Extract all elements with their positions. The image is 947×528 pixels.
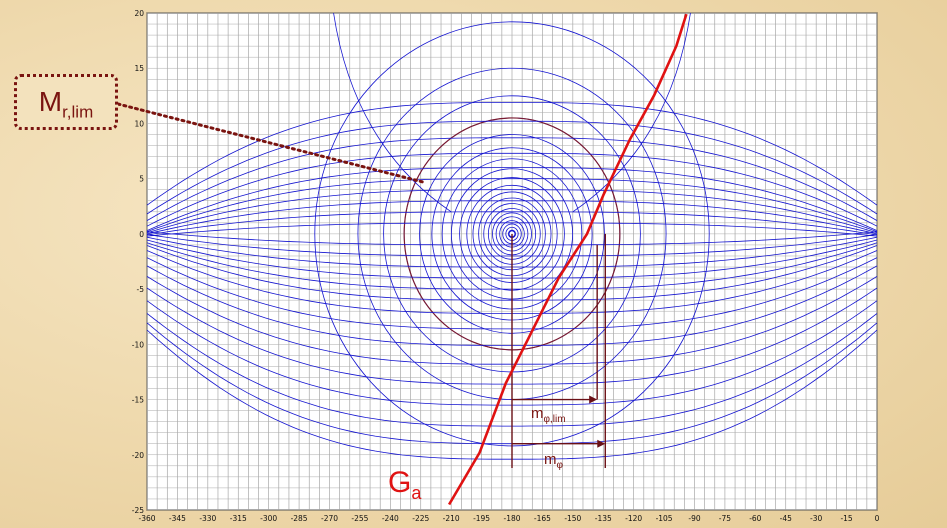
x-tick-label: -105 — [656, 514, 673, 523]
x-tick-label: -150 — [564, 514, 581, 523]
y-tick-label: 0 — [139, 230, 144, 239]
x-tick-label: -120 — [625, 514, 642, 523]
x-tick-label: -360 — [138, 514, 155, 523]
m-phi-label: mφ — [544, 451, 564, 471]
limit-markers — [116, 102, 606, 469]
y-tick-label: -5 — [137, 285, 145, 294]
x-tick-label: -60 — [749, 514, 761, 523]
y-tick-label: -20 — [132, 451, 144, 460]
phase-contour — [146, 120, 878, 215]
x-tick-label: -285 — [291, 514, 308, 523]
x-tick-label: -345 — [169, 514, 186, 523]
m-phi-arrowhead — [597, 439, 606, 448]
phase-contour — [146, 222, 878, 237]
y-tick-label: -25 — [132, 506, 144, 515]
phase-contour — [146, 200, 878, 235]
x-tick-label: -30 — [810, 514, 822, 523]
phase-contour — [146, 211, 878, 236]
x-tick-label: -15 — [840, 514, 852, 523]
y-tick-label: -15 — [132, 396, 144, 405]
m-phi-lim-label: mφ,lim — [531, 405, 566, 425]
x-tick-label: -135 — [595, 514, 612, 523]
y-tick-label: 15 — [134, 64, 144, 73]
x-tick-label: -45 — [780, 514, 792, 523]
ga-line — [447, 13, 688, 506]
phase-contour — [146, 102, 878, 206]
x-tick-label: -315 — [230, 514, 247, 523]
m-phi-lim-arrowhead — [589, 395, 598, 404]
x-tick-label: -75 — [719, 514, 731, 523]
x-tick-label: -90 — [688, 514, 700, 523]
m-phi-labels: mφ,lim mφ — [531, 405, 566, 471]
phase-contour — [146, 189, 878, 234]
mr-lim-callout: Mr,lim — [14, 74, 118, 130]
x-tick-label: -195 — [473, 514, 490, 523]
constant-phase-contours — [146, 12, 878, 460]
x-tick-label: 0 — [875, 514, 880, 523]
phase-contour — [572, 12, 691, 213]
y-tick-label: 10 — [134, 119, 144, 128]
y-tick-label: 20 — [134, 9, 144, 18]
ga-curve — [447, 13, 688, 506]
x-tick-label: -180 — [503, 514, 520, 523]
x-tick-label: -270 — [321, 514, 338, 523]
phase-contour — [333, 12, 452, 213]
x-tick-label: -240 — [382, 514, 399, 523]
mr-lim-leader — [116, 102, 425, 184]
x-tick-label: -330 — [199, 514, 216, 523]
phase-contour — [146, 152, 878, 227]
y-tick-label: -10 — [132, 340, 144, 349]
y-axis-ticks: 20 15 10 5 0 -5 -10 -15 -20 -25 — [132, 9, 144, 515]
x-tick-label: -255 — [351, 514, 368, 523]
y-tick-label: 5 — [139, 175, 144, 184]
x-tick-label: -300 — [260, 514, 277, 523]
x-axis-ticks: -360 -345 -330 -315 -300 -285 -270 -255 -240 -225… — [138, 514, 879, 523]
phase-contour — [146, 137, 878, 221]
phase-contour — [146, 167, 878, 231]
x-tick-label: -210 — [443, 514, 460, 523]
x-tick-label: -225 — [412, 514, 429, 523]
ga-label: Ga — [388, 466, 422, 503]
chart-grid — [146, 12, 878, 511]
phase-contour — [146, 178, 878, 233]
x-tick-label: -165 — [534, 514, 551, 523]
